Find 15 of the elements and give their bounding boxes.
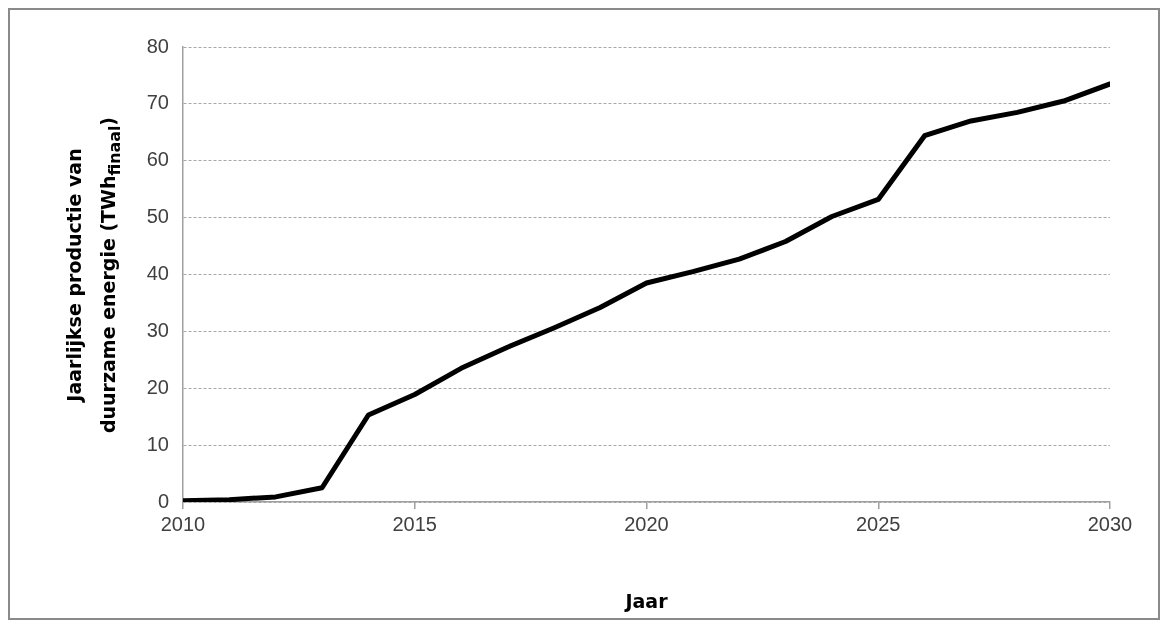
y-tick-label: 0 bbox=[157, 489, 169, 512]
y-tick-label: 50 bbox=[146, 205, 169, 228]
y-tick-label: 80 bbox=[146, 34, 169, 57]
x-tick-label: 2030 bbox=[1087, 512, 1133, 535]
y-tick-label: 40 bbox=[146, 262, 169, 285]
y-tick-label: 70 bbox=[146, 91, 169, 114]
y-tick-label: 60 bbox=[146, 148, 169, 171]
y-tick-label: 20 bbox=[146, 375, 169, 398]
x-tick-label: 2015 bbox=[392, 512, 437, 535]
x-tick-label: 2010 bbox=[160, 512, 206, 535]
y-tick-label: 10 bbox=[146, 432, 169, 455]
x-tick-label: 2025 bbox=[856, 512, 901, 535]
x-tick-label: 2020 bbox=[624, 512, 669, 535]
y-tick-label: 30 bbox=[146, 318, 169, 341]
x-axis-title: Jaar bbox=[623, 589, 669, 612]
